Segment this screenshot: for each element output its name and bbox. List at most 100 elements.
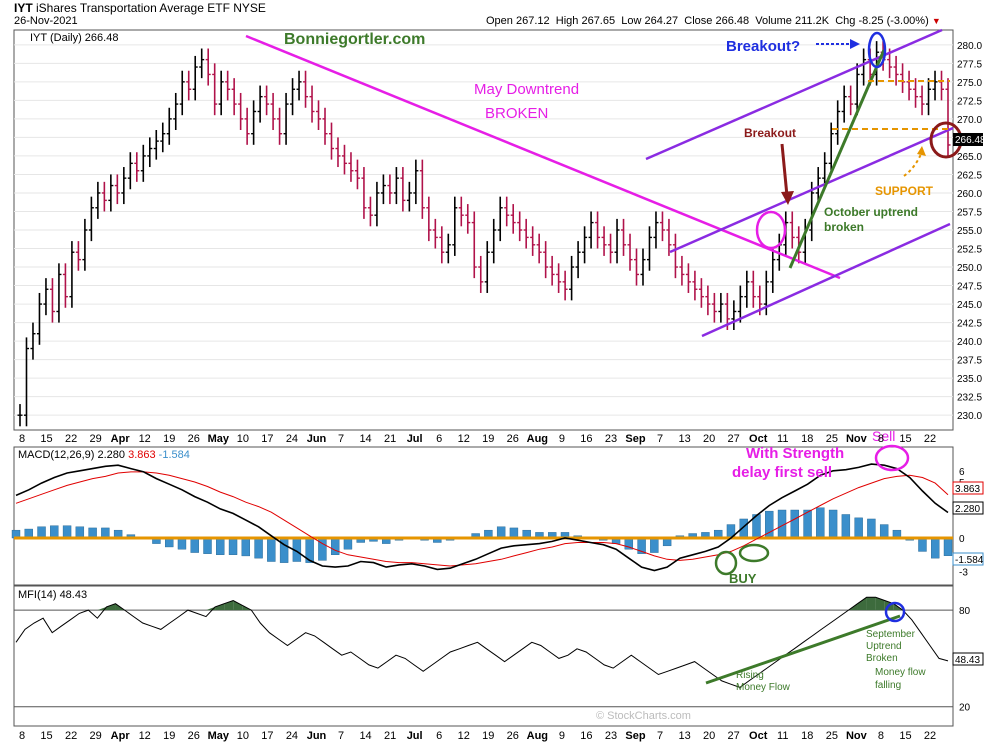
x-tick-label: 16 xyxy=(580,730,592,742)
price-tick-label: 250.0 xyxy=(957,263,982,274)
breakout-maroon-arrowhead xyxy=(781,191,794,205)
support-annotation: SUPPORT xyxy=(875,184,934,198)
price-bar xyxy=(108,174,114,212)
x-tick-label: 7 xyxy=(657,730,663,742)
x-tick-label: 17 xyxy=(261,730,273,742)
price-bar xyxy=(277,107,283,145)
macd-value-badge xyxy=(952,501,984,515)
price-bar xyxy=(653,211,659,249)
macd-hist-bar xyxy=(62,525,72,539)
price-bar xyxy=(549,255,555,286)
price-bar xyxy=(49,278,55,323)
macd-hist-bar xyxy=(216,537,225,555)
price-bar xyxy=(543,241,549,279)
macd-signal-value: 3.863 xyxy=(955,484,980,495)
price-bar xyxy=(854,63,860,116)
mfi-value-badge xyxy=(952,652,984,666)
price-bar xyxy=(919,85,925,116)
price-bar xyxy=(569,255,575,301)
macd-hist-bar xyxy=(816,507,825,539)
price-bar xyxy=(212,63,218,116)
macd-tick-label: -3 xyxy=(959,568,968,579)
x-tick-label: 12 xyxy=(139,433,151,445)
x-tick-label: 15 xyxy=(40,433,52,445)
price-bar xyxy=(283,92,289,145)
price-bar xyxy=(101,181,107,212)
price-bar xyxy=(354,159,360,190)
price-bar xyxy=(296,70,302,101)
x-tick-label: May xyxy=(208,433,230,445)
price-bar xyxy=(478,255,484,293)
x-tick-label: 20 xyxy=(703,433,715,445)
macd-hist-bar xyxy=(343,537,353,550)
price-bar xyxy=(621,218,627,256)
price-bar xyxy=(705,285,711,316)
price-bar xyxy=(666,218,672,256)
macd-hist-bar xyxy=(841,514,851,539)
mfi-panel-frame xyxy=(13,585,954,727)
mfi-panel-title: MFI(14) 48.43 xyxy=(18,589,87,601)
x-tick-label: Nov xyxy=(846,730,868,742)
x-tick-label: 12 xyxy=(139,730,151,742)
price-bar xyxy=(458,196,464,227)
price-bar xyxy=(413,159,419,205)
x-tick-label: 21 xyxy=(384,730,396,742)
price-bar xyxy=(614,218,620,264)
price-bar xyxy=(303,70,309,108)
price-bar xyxy=(147,137,153,168)
price-bar xyxy=(419,159,425,219)
price-tick-label: 270.0 xyxy=(957,115,982,126)
price-bars xyxy=(17,41,951,427)
mfi-title-value: 48.43 xyxy=(60,589,88,601)
macd-title-hist: -1.584 xyxy=(159,449,190,461)
price-bar xyxy=(711,292,717,323)
x-tick-label: 16 xyxy=(580,433,592,445)
mfi-overbought-segment xyxy=(233,600,243,611)
macd-hist-bar xyxy=(496,526,506,539)
x-tick-label: 19 xyxy=(163,433,175,445)
x-tick-label: 7 xyxy=(338,433,344,445)
price-tick-label: 237.5 xyxy=(957,356,982,367)
price-bar xyxy=(257,85,263,123)
x-tick-label: 15 xyxy=(40,730,52,742)
macd-value: 2.280 xyxy=(955,504,980,515)
price-bar xyxy=(17,404,23,427)
price-bar xyxy=(166,107,172,145)
price-bar xyxy=(523,218,529,249)
macd-hist-bar xyxy=(943,537,953,556)
channel-mid-line xyxy=(669,126,954,254)
price-bar xyxy=(30,322,36,360)
price-bar xyxy=(43,278,49,316)
money-flow-annotation: Money Flow xyxy=(736,682,791,693)
x-tick-label: May xyxy=(208,730,230,742)
price-bar xyxy=(251,100,257,145)
x-tick-label: 27 xyxy=(728,730,740,742)
price-bar xyxy=(75,241,81,271)
macd-hist-bar xyxy=(228,537,238,555)
chg-value: -8.25 (-3.00%) xyxy=(858,15,929,27)
macd-hist-bar xyxy=(509,527,519,539)
quote-bar: Open 267.12 High 267.65 Low 264.27 Close… xyxy=(486,15,941,27)
ticker-name: iShares Transportation Average ETF xyxy=(36,1,230,15)
channel-lower-line xyxy=(701,222,951,338)
price-bar xyxy=(517,211,523,242)
drawings xyxy=(245,28,963,338)
last-price-label: 266.48 xyxy=(955,135,986,146)
x-tick-label: Jun xyxy=(307,730,327,742)
price-bar xyxy=(406,181,412,212)
price-bar xyxy=(932,70,938,101)
x-tick-label: 12 xyxy=(458,433,470,445)
high-value: 267.65 xyxy=(581,15,616,27)
breakout-question-annotation: Breakout? xyxy=(726,38,800,55)
x-tick-label: 23 xyxy=(605,433,617,445)
delay-first-sell-annotation: delay first sell xyxy=(732,464,832,481)
macd-hist-bar xyxy=(879,524,889,539)
price-bar xyxy=(244,107,250,145)
price-tick-label: 275.0 xyxy=(957,78,982,89)
rising-annotation: Rising xyxy=(736,670,764,681)
x-tick-label: 9 xyxy=(559,433,565,445)
price-bar xyxy=(153,130,159,160)
macd-hist-bar xyxy=(241,537,251,557)
price-bar xyxy=(88,196,94,242)
mfi-overbought-segment xyxy=(857,597,867,611)
